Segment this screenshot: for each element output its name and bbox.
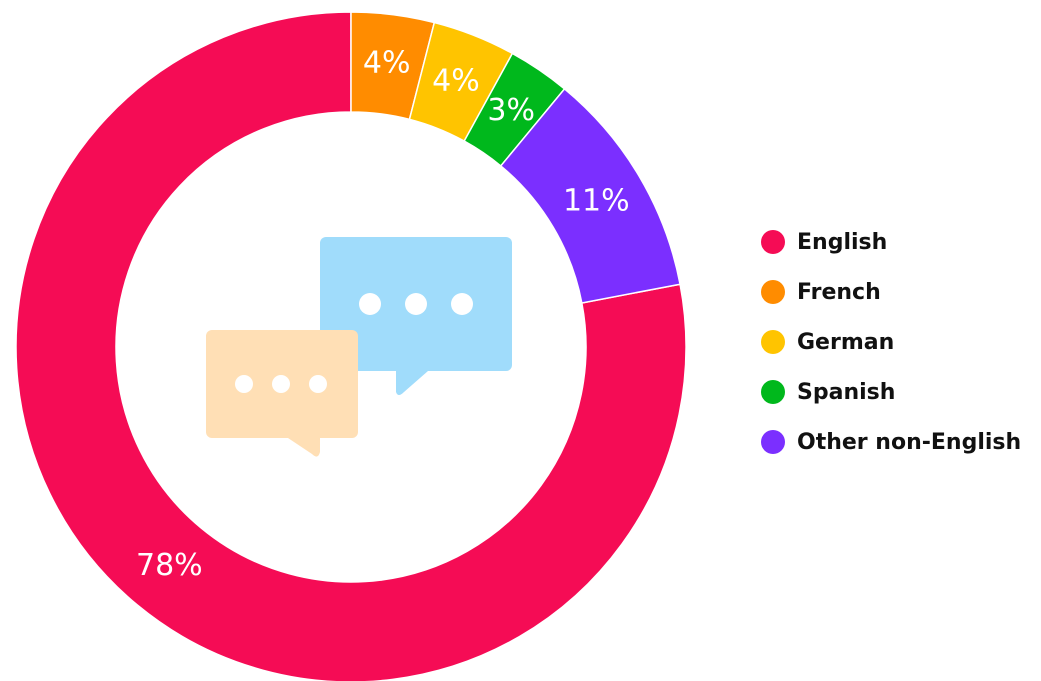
legend-swatch bbox=[761, 280, 785, 304]
legend-label: Other non-English bbox=[797, 430, 1021, 455]
donut-segment bbox=[499, 87, 681, 304]
legend-label: German bbox=[797, 330, 894, 355]
legend-label: English bbox=[797, 230, 887, 255]
value-label: 11% bbox=[563, 183, 630, 218]
legend-label: Spanish bbox=[797, 380, 895, 405]
legend-swatch bbox=[761, 230, 785, 254]
legend-swatch bbox=[761, 430, 785, 454]
value-label: 4% bbox=[363, 46, 411, 81]
legend-swatch bbox=[761, 330, 785, 354]
chat-icon bbox=[206, 237, 512, 457]
value-label: 78% bbox=[136, 548, 203, 583]
legend-swatch bbox=[761, 380, 785, 404]
legend-label: French bbox=[797, 280, 881, 305]
donut-segment bbox=[15, 11, 687, 681]
value-label: 3% bbox=[487, 93, 535, 128]
value-label: 4% bbox=[432, 64, 480, 99]
